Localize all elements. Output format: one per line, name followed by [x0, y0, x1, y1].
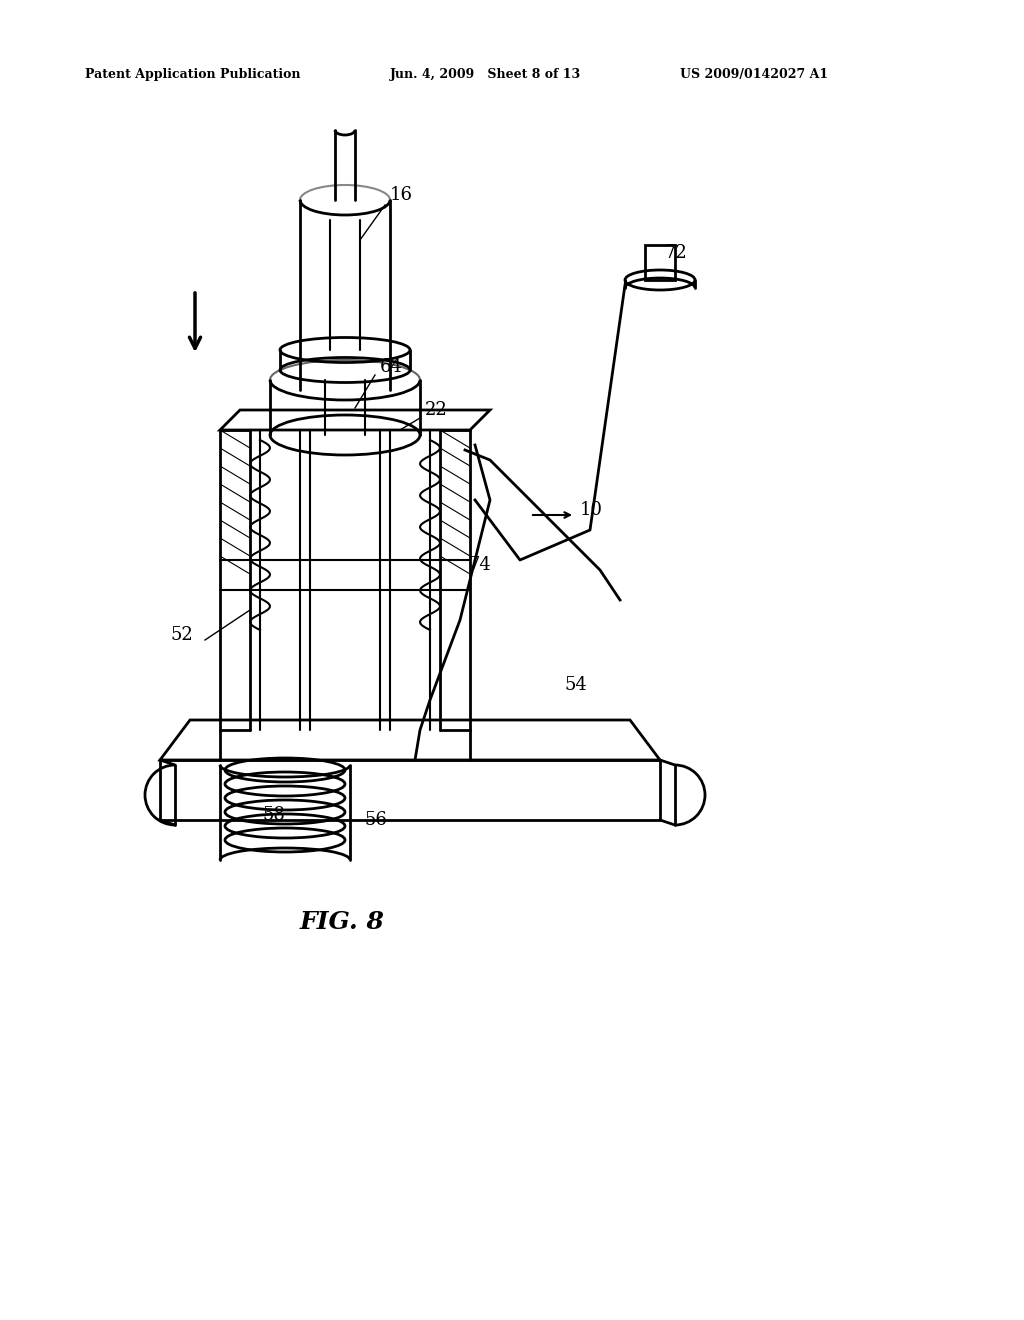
Bar: [645, 246, 675, 280]
Text: FIG. 8: FIG. 8: [300, 909, 385, 935]
Text: 58: 58: [262, 807, 285, 824]
Text: 16: 16: [390, 186, 413, 205]
Text: 22: 22: [425, 401, 447, 418]
Text: US 2009/0142027 A1: US 2009/0142027 A1: [680, 69, 828, 81]
Text: 56: 56: [365, 810, 388, 829]
Text: Jun. 4, 2009   Sheet 8 of 13: Jun. 4, 2009 Sheet 8 of 13: [390, 69, 582, 81]
Text: 72: 72: [665, 244, 688, 261]
Text: 52: 52: [170, 626, 193, 644]
Text: 74: 74: [468, 556, 490, 574]
Text: 10: 10: [580, 502, 603, 519]
Text: Patent Application Publication: Patent Application Publication: [85, 69, 300, 81]
Text: 54: 54: [565, 676, 588, 694]
Text: 64: 64: [380, 358, 402, 376]
